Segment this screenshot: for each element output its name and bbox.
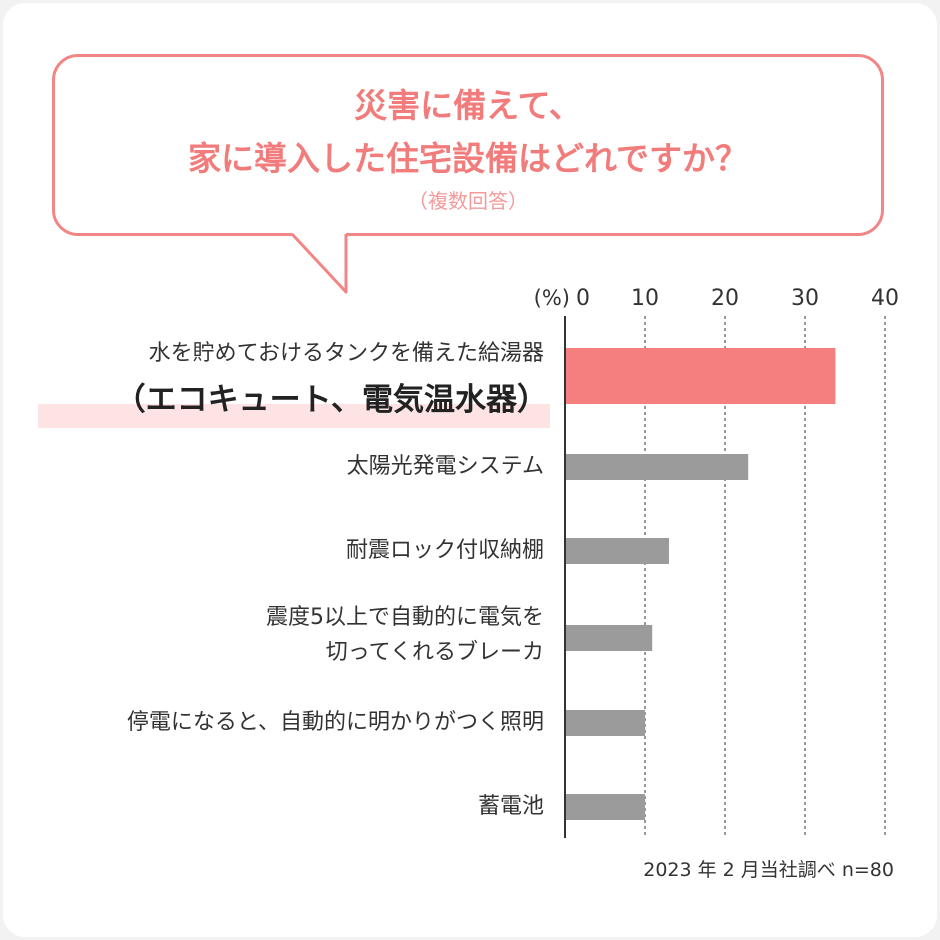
bar-1 xyxy=(565,454,749,480)
footnote: 2023 年 2 月当社調べ n=80 xyxy=(643,859,894,881)
unit-label: (%) xyxy=(534,286,570,310)
category-label-3-line-1: 切ってくれるブレーカ xyxy=(325,640,544,665)
bar-0 xyxy=(565,348,836,404)
tick-label-0: 0 xyxy=(576,286,590,311)
highlight-underline-band xyxy=(38,404,550,428)
speech-bubble-tail xyxy=(290,232,348,294)
category-label-0-line-1: （エコキュート、電気温水器） xyxy=(114,382,548,418)
bar-4 xyxy=(565,710,645,736)
chart-subtitle: （複数回答） xyxy=(408,189,528,213)
category-label-4-line-0: 停電になると、自動的に明かりがつく照明 xyxy=(126,710,544,735)
speech-bubble xyxy=(52,54,884,236)
tick-label-30: 30 xyxy=(791,286,819,311)
chart-title-line-1: 災害に備えて、 xyxy=(354,86,582,125)
bar-3 xyxy=(565,625,653,651)
chart-title-line-2: 家に導入した住宅設備はどれですか？ xyxy=(187,139,748,178)
category-label-0-line-0: 水を貯めておけるタンクを備えた給湯器 xyxy=(148,341,544,366)
tick-label-40: 40 xyxy=(871,286,899,311)
tick-label-20: 20 xyxy=(711,286,739,311)
category-label-5-line-0: 蓄電池 xyxy=(477,794,544,819)
category-label-3-line-0: 震度5以上で自動的に電気を xyxy=(266,605,544,630)
bar-5 xyxy=(565,794,645,820)
tick-label-10: 10 xyxy=(631,286,659,311)
bar-2 xyxy=(565,538,669,564)
category-label-2-line-0: 耐震ロック付収納棚 xyxy=(345,538,544,563)
category-label-1-line-0: 太陽光発電システム xyxy=(346,454,544,479)
